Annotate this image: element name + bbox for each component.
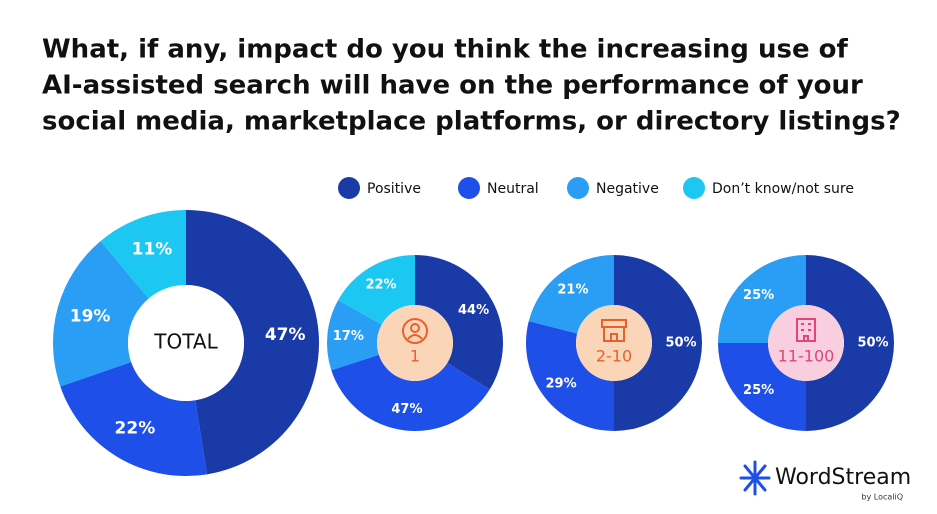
data-label: 47% xyxy=(391,402,422,417)
icon-part xyxy=(407,334,423,340)
icon-part xyxy=(610,333,618,342)
center-label: 1 xyxy=(410,347,420,366)
donut-segment xyxy=(526,321,614,431)
icon-part xyxy=(402,318,428,344)
title-line: social media, marketplace platforms, or … xyxy=(42,107,901,137)
donut-segment xyxy=(60,361,208,476)
data-label: 11% xyxy=(132,240,173,260)
data-label: 47% xyxy=(265,325,306,345)
data-label: 22% xyxy=(365,278,396,293)
center-label: 2-10 xyxy=(596,347,632,366)
donut-center xyxy=(128,285,244,401)
donut-segment xyxy=(52,241,149,387)
donut-segment xyxy=(100,210,186,299)
legend-label: Neutral xyxy=(487,181,539,197)
data-label: 25% xyxy=(743,383,774,398)
center-label: TOTAL xyxy=(153,330,218,354)
donut-segment xyxy=(614,255,702,431)
donut-segment xyxy=(718,255,806,343)
legend-swatch xyxy=(567,177,589,199)
legend-label: Positive xyxy=(367,181,421,197)
legend-label: Don’t know/not sure xyxy=(712,181,854,197)
donut-center xyxy=(576,305,652,381)
logo-icon xyxy=(739,460,771,496)
icon-part xyxy=(796,318,816,342)
legend-label: Negative xyxy=(596,181,659,197)
center-icon xyxy=(402,318,428,344)
data-label: 19% xyxy=(70,306,111,326)
data-label: 21% xyxy=(557,283,588,298)
logo-name: WordStream xyxy=(775,465,911,490)
donut-segment xyxy=(338,255,415,325)
icon-part xyxy=(801,323,811,341)
data-label: 22% xyxy=(115,418,156,438)
data-label: 50% xyxy=(857,336,888,351)
donut-segment xyxy=(718,343,806,431)
donut-segment xyxy=(806,255,894,431)
data-label: 44% xyxy=(458,303,489,318)
data-label: 29% xyxy=(545,377,576,392)
center-icon xyxy=(601,319,627,342)
center-icon xyxy=(796,318,816,342)
center-label: 11-100 xyxy=(778,347,835,366)
icon-part xyxy=(410,323,420,333)
title-line: What, if any, impact do you think the in… xyxy=(42,35,848,65)
legend-swatch xyxy=(458,177,480,199)
legend-swatch xyxy=(683,177,705,199)
donut-segment xyxy=(331,354,490,432)
data-label: 17% xyxy=(333,329,364,344)
donut-segment xyxy=(327,300,382,371)
donut-center xyxy=(768,305,844,381)
legend-swatch xyxy=(338,177,360,199)
donut-segment xyxy=(186,210,320,475)
logo-byline: by LocaliQ xyxy=(861,493,903,502)
donut-segment xyxy=(415,255,504,390)
data-label: 50% xyxy=(665,336,696,351)
title-line: AI-assisted search will have on the perf… xyxy=(42,71,863,101)
donut-segment xyxy=(528,255,614,334)
data-label: 25% xyxy=(743,288,774,303)
